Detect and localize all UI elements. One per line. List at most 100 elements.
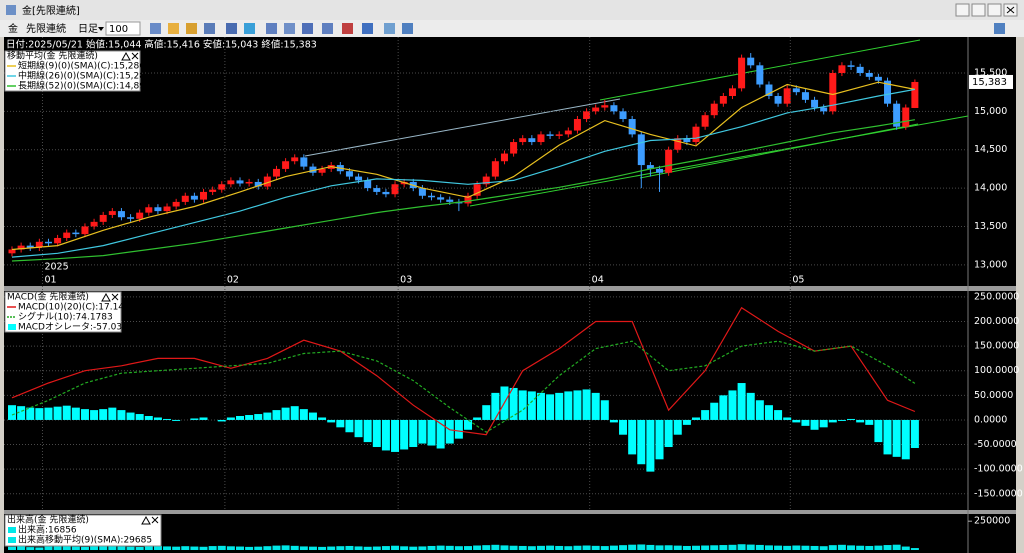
tool-icon[interactable] (186, 23, 197, 34)
legend-collapse[interactable] (141, 515, 151, 525)
candle-body (710, 103, 718, 116)
legend-close[interactable] (151, 516, 159, 524)
tool-icon[interactable] (266, 23, 277, 34)
candle-body (54, 237, 62, 244)
candle-body (728, 88, 736, 97)
trend-line[interactable] (639, 123, 919, 179)
tool-icon[interactable] (402, 23, 413, 34)
volume-bar (308, 546, 317, 550)
volume-bar (108, 545, 117, 550)
oscillator-bar (245, 415, 254, 420)
legend-collapse[interactable] (121, 51, 131, 61)
oscillator-bar (646, 419, 655, 472)
count-value[interactable]: 100 (109, 24, 128, 35)
tool-icon[interactable] (244, 23, 255, 34)
y-tick-label: -150.0000 (974, 488, 1023, 499)
volume-bar (719, 545, 728, 550)
tool-icon[interactable] (322, 23, 333, 34)
tool-icon[interactable] (284, 23, 295, 34)
tool-icon[interactable] (168, 23, 179, 34)
restore-button[interactable] (987, 3, 1002, 17)
oscillator-bar (17, 406, 26, 420)
maximize-button[interactable] (971, 3, 986, 17)
candle-body (555, 134, 563, 136)
legend-collapse[interactable] (101, 292, 111, 302)
candle-body (272, 168, 280, 177)
minimize-button[interactable] (955, 3, 970, 17)
oscillator-bar (345, 419, 354, 433)
trend-line[interactable] (304, 98, 621, 157)
candle-body (874, 76, 882, 81)
panel-divider[interactable] (4, 510, 1016, 514)
volume-bar (728, 544, 737, 550)
volume-legend[interactable]: 出来高(金 先限連続) 出来高:16856 出来高移動平均(9)(SMA):29… (4, 514, 162, 547)
tool-icon[interactable] (342, 23, 353, 34)
legend-close[interactable] (131, 52, 139, 60)
count-input[interactable] (105, 21, 141, 36)
trend-line[interactable] (469, 115, 969, 207)
legend-entry: MACD(10)(20)(C):17.1465 (18, 303, 135, 313)
series-line (11, 340, 916, 433)
tool-icon[interactable] (994, 23, 1005, 34)
volume-bar (26, 547, 35, 550)
symbol-label[interactable]: 金 (8, 22, 18, 35)
oscillator-bar (199, 417, 208, 420)
volume-bar (655, 545, 664, 550)
volume-bar (99, 546, 108, 550)
tool-icon[interactable] (150, 23, 161, 34)
tool-icon[interactable] (302, 23, 313, 34)
tool-icon[interactable] (226, 23, 237, 34)
volume-bar (318, 546, 327, 550)
window-icon (6, 5, 16, 15)
oscillator-bar (591, 392, 600, 420)
oscillator-bar (564, 391, 573, 420)
volume-bar (427, 545, 436, 550)
legend-box (4, 291, 122, 333)
volume-bar (673, 545, 682, 550)
candle-body (601, 105, 609, 108)
tool-icon[interactable] (204, 23, 215, 34)
oscillator-bar (153, 417, 162, 420)
volume-bar (409, 546, 418, 550)
candle-body (35, 241, 43, 248)
contract-label[interactable]: 先限連続 (26, 22, 66, 35)
volume-bar (290, 545, 299, 550)
macd-legend[interactable]: MACD(金 先限連続) MACD(10)(20)(C):17.1465シグナル… (4, 291, 135, 333)
candle-body (464, 195, 472, 204)
window-buttons[interactable] (955, 3, 1018, 17)
candle-body (829, 72, 837, 112)
volume-bar (336, 546, 345, 550)
oscillator-bar (783, 417, 792, 420)
period-select[interactable]: 日足 (78, 23, 98, 35)
oscillator-bar (372, 419, 381, 448)
oscillator-bar (318, 417, 327, 420)
ma-legend[interactable]: 移動平均(金 先限連続) 短期線(9)(0)(SMA)(C):15,286中期線… (4, 50, 151, 92)
y-tick-label: 250000 (974, 516, 1010, 527)
legend-close[interactable] (111, 293, 119, 301)
candle-body (765, 84, 773, 97)
tool-icon[interactable] (384, 23, 395, 34)
legend-swatch (8, 527, 16, 533)
panel-divider[interactable] (4, 286, 1016, 291)
candle-body (72, 232, 80, 235)
oscillator-bar (737, 383, 746, 420)
volume-bar (573, 545, 582, 550)
legend-entries: 短期線(9)(0)(SMA)(C):15,286中期線(26)(0)(SMA)(… (7, 60, 151, 92)
volume-bar (245, 546, 254, 550)
oscillator-bar (792, 419, 801, 423)
candle-body (254, 181, 262, 187)
tool-icon[interactable] (362, 23, 373, 34)
oscillator-bar (299, 409, 308, 420)
oscillator-bar (117, 410, 126, 420)
x-tick-label: 03 (400, 275, 412, 286)
candle-body (573, 119, 581, 131)
oscillator-bar (71, 407, 80, 420)
oscillator-bar (236, 416, 244, 420)
candle-body (117, 211, 125, 218)
oscillator-bar (491, 392, 500, 420)
toolbar-icons[interactable] (150, 23, 1005, 34)
oscillator-bar (427, 419, 436, 446)
candle-body (856, 66, 864, 73)
oscillator-bar (673, 419, 682, 435)
legend-entries: 出来高:16856 (8, 524, 77, 536)
